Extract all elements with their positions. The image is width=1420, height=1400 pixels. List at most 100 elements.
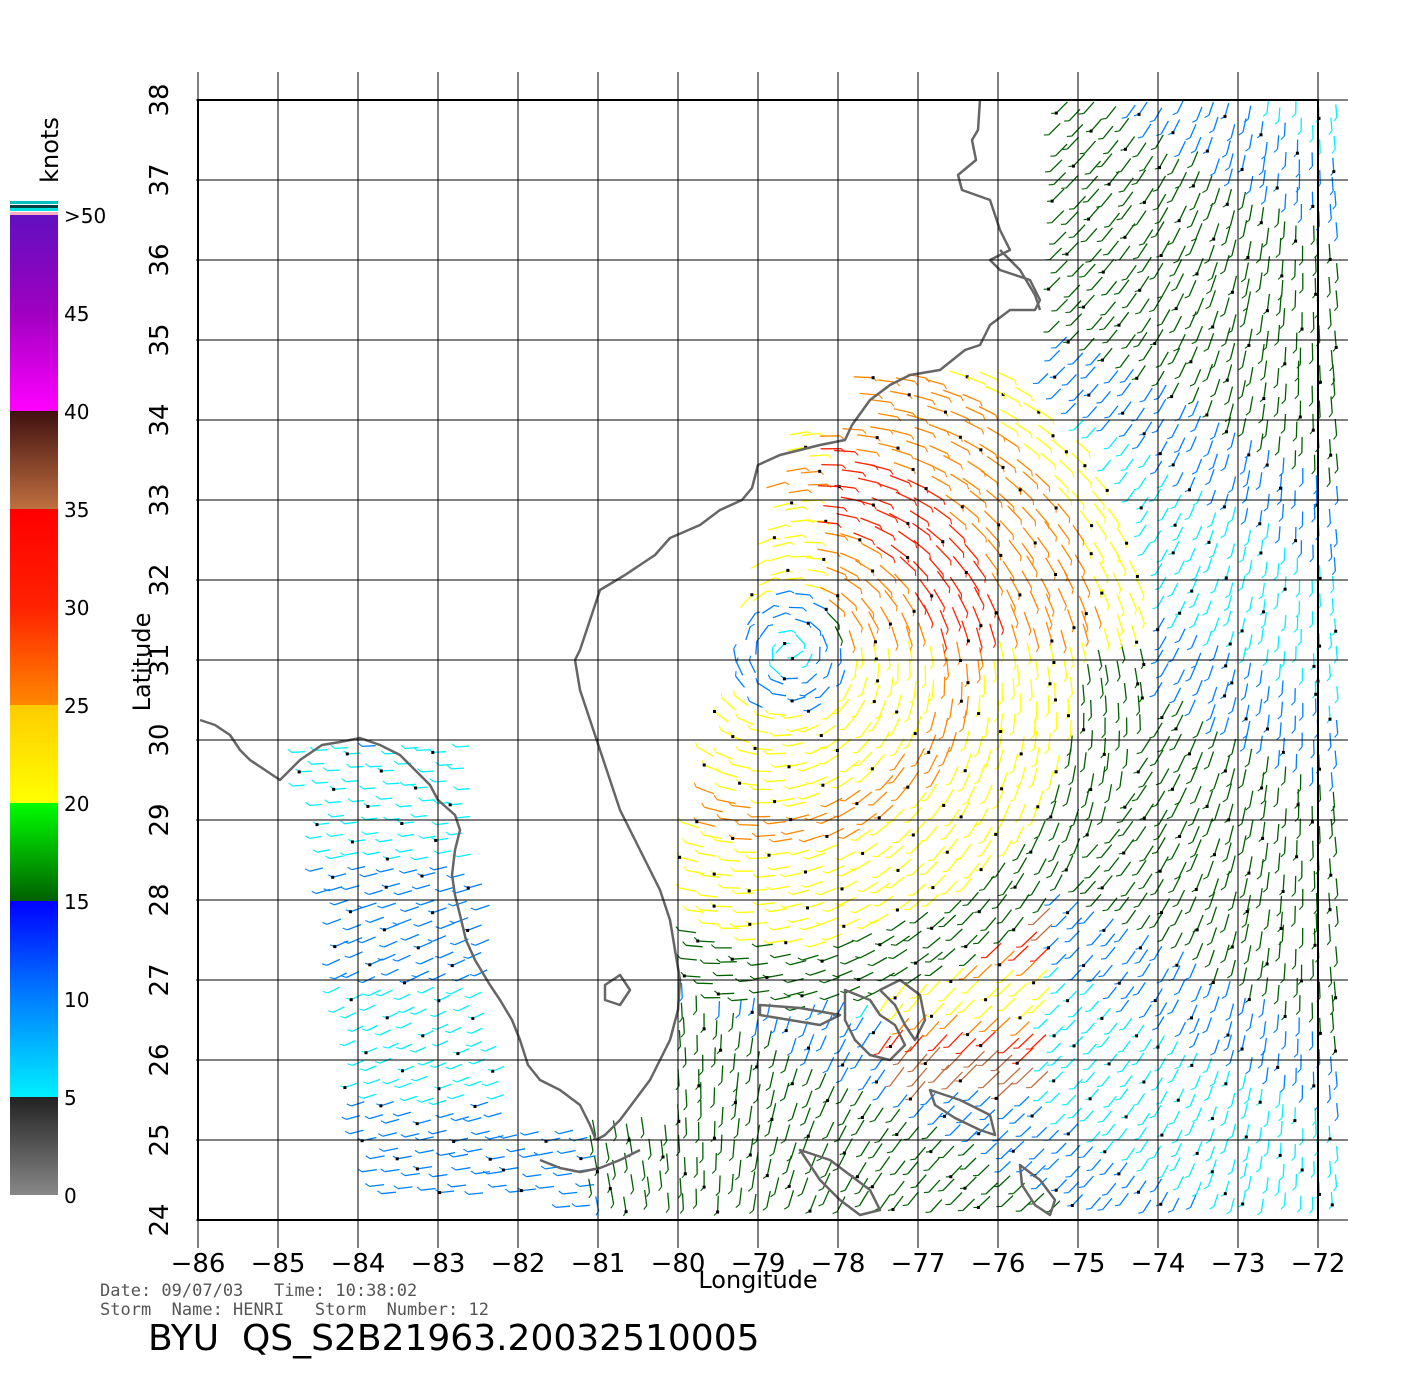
wind-barb: [417, 768, 422, 773]
wind-vector: [1093, 503, 1106, 519]
island-eleuthera: [928, 1088, 997, 1137]
wind-barb: [921, 1035, 927, 1037]
rain-flag: [348, 910, 352, 914]
wind-barb: [498, 1135, 504, 1139]
rain-flag: [1087, 393, 1091, 397]
wind-barb: [1080, 240, 1086, 243]
wind-barb: [678, 1018, 683, 1023]
wind-barb: [887, 781, 893, 784]
wind-barb: [801, 577, 807, 582]
wind-vector: [605, 1142, 610, 1159]
wind-vector: [964, 1157, 977, 1170]
wind-vector: [438, 994, 451, 1002]
wind-vector: [1209, 290, 1217, 307]
wind-vector: [1242, 647, 1247, 661]
wind-vector: [1329, 1160, 1332, 1174]
wind-vector: [965, 979, 980, 994]
wind-vector: [999, 950, 1015, 966]
wind-barb: [1209, 1009, 1215, 1014]
wind-barb: [1256, 448, 1261, 453]
wind-barb: [765, 1087, 771, 1091]
wind-vector: [987, 539, 1002, 556]
wind-vector: [838, 1125, 847, 1141]
wind-barb: [1296, 1208, 1302, 1213]
wind-vector: [844, 715, 857, 730]
wind-vector: [558, 1129, 574, 1135]
wind-vector: [774, 798, 794, 803]
wind-vector: [451, 1093, 465, 1100]
x-tick-label: −86: [171, 1249, 226, 1279]
rain-flag: [1107, 182, 1111, 186]
wind-vector: [1014, 422, 1032, 434]
wind-barb: [887, 1151, 893, 1154]
rain-flag: [1293, 1119, 1297, 1123]
wind-barb: [518, 1154, 524, 1158]
wind-vector: [967, 1020, 982, 1036]
wind-barb: [1081, 1032, 1087, 1034]
wind-barb: [347, 1029, 353, 1032]
wind-vector: [1070, 313, 1083, 326]
wind-barb: [340, 852, 345, 856]
wind-barb: [1258, 595, 1264, 600]
wind-vector: [930, 769, 941, 787]
wind-barb: [782, 743, 788, 747]
wind-barb: [907, 631, 911, 637]
wind-barb: [902, 1204, 908, 1207]
wind-vector: [1117, 702, 1120, 720]
wind-vector: [1140, 914, 1151, 929]
wind-barb: [862, 429, 867, 434]
wind-barb: [1114, 482, 1120, 485]
wind-vector: [1231, 476, 1237, 491]
wind-vector: [1224, 1180, 1230, 1194]
wind-vector: [986, 489, 1002, 504]
wind-vector: [679, 929, 696, 934]
wind-vector: [752, 1193, 757, 1211]
wind-vector: [1334, 330, 1337, 348]
wind-vector: [784, 534, 803, 539]
wind-barb: [798, 839, 804, 843]
rain-flag: [1211, 981, 1215, 984]
wind-barb: [763, 750, 768, 755]
wind-barb: [789, 541, 795, 546]
wind-vector: [1194, 839, 1202, 856]
rain-flag: [895, 908, 899, 912]
wind-barb: [362, 1028, 368, 1032]
rain-flag: [702, 1027, 706, 1031]
rain-flag: [747, 889, 751, 893]
wind-vector: [1072, 153, 1086, 167]
wind-vector: [1138, 524, 1147, 536]
wind-vector: [1037, 1090, 1049, 1102]
rain-flag: [1210, 1170, 1214, 1174]
wind-vector: [1060, 544, 1073, 562]
wind-vector: [1136, 859, 1147, 875]
wind-vector: [1314, 256, 1317, 273]
wind-vector: [1116, 613, 1124, 632]
wind-vector: [1266, 909, 1271, 927]
wind-vector: [1050, 861, 1059, 877]
wind-vector: [439, 1190, 455, 1194]
wind-barb: [1243, 675, 1249, 680]
wind-barb: [1311, 517, 1316, 523]
wind-vector: [1104, 933, 1116, 946]
wind-vector: [1102, 1110, 1112, 1122]
rain-flag: [1054, 1188, 1058, 1192]
wind-vector: [851, 611, 863, 629]
wind-barb: [902, 1173, 908, 1176]
wind-vector: [972, 606, 982, 626]
wind-barb: [1313, 930, 1318, 935]
wind-vector: [1334, 1174, 1338, 1188]
wind-barb: [1227, 255, 1233, 259]
wind-barb: [729, 1068, 734, 1074]
wind-vector: [1055, 711, 1058, 730]
wind-barb: [1048, 837, 1054, 842]
wind-barb: [1238, 659, 1244, 664]
wind-barb: [1330, 1028, 1334, 1034]
wind-vector: [854, 660, 858, 678]
wind-vector: [315, 781, 329, 784]
rain-flag: [350, 840, 354, 844]
wind-vector: [365, 831, 379, 836]
wind-barb: [797, 768, 803, 772]
rain-flag: [696, 939, 700, 943]
wind-barb: [860, 627, 863, 633]
wind-barb: [347, 798, 353, 803]
